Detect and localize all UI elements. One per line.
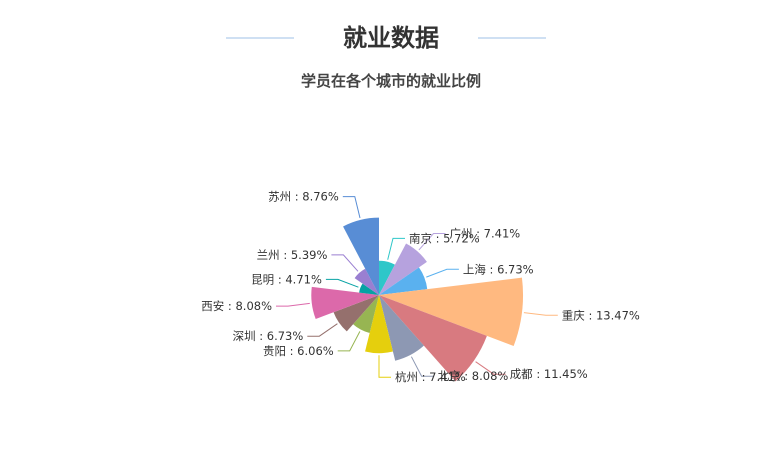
label-leader-line — [418, 233, 446, 251]
slice-label: 重庆 : 13.47% — [562, 308, 640, 322]
rose-slice[interactable] — [379, 295, 424, 361]
rose-slice[interactable] — [379, 277, 523, 347]
label-leader-line — [475, 361, 506, 375]
slice-label: 广州 : 7.41% — [450, 227, 521, 241]
rose-slice[interactable] — [365, 295, 393, 354]
rose-slice[interactable] — [343, 217, 379, 295]
label-leader-line — [426, 268, 459, 278]
slice-label: 兰州 : 5.39% — [257, 248, 328, 262]
label-leader-line — [307, 323, 338, 337]
rose-slice[interactable] — [354, 268, 379, 295]
label-leader-line — [378, 355, 391, 378]
header: 就业数据 — [0, 18, 782, 58]
chart-subtitle: 学员在各个城市的就业比例 — [300, 72, 481, 90]
rose-slice[interactable] — [333, 295, 379, 332]
label-leader-line — [387, 237, 405, 260]
slice-label: 深圳 : 6.73% — [233, 329, 304, 343]
rose-slice[interactable] — [353, 295, 379, 333]
rose-slice[interactable] — [379, 260, 395, 295]
slice-label: 昆明 : 4.71% — [251, 272, 322, 286]
slice-label: 南京 : 5.72% — [409, 231, 480, 245]
label-leader-line — [523, 312, 558, 316]
rose-slice[interactable] — [359, 283, 379, 295]
label-leader-line — [342, 196, 361, 219]
label-leader-line — [337, 331, 361, 352]
label-leader-line — [325, 278, 359, 288]
rose-slice[interactable] — [379, 243, 427, 295]
slice-label: 西安 : 8.08% — [201, 299, 272, 313]
page-title: 就业数据 — [343, 24, 439, 52]
slice-label: 上海 : 6.73% — [463, 262, 534, 276]
slice-label: 杭州 : 7.41% — [395, 370, 466, 384]
rose-slice[interactable] — [311, 286, 379, 320]
title-decor-line-right — [478, 37, 546, 39]
rose-slice[interactable] — [379, 295, 487, 382]
label-leader-line — [276, 302, 310, 307]
slice-label: 苏州 : 8.76% — [268, 190, 339, 204]
slice-label: 贵阳 : 6.06% — [263, 344, 334, 358]
rose-slice[interactable] — [379, 267, 428, 295]
title-decor-line-left — [226, 37, 294, 39]
label-leader-line — [331, 254, 359, 272]
label-leader-line — [410, 356, 434, 377]
slice-label: 北京 : 8.08% — [438, 369, 509, 383]
slice-label: 成都 : 11.45% — [510, 367, 588, 381]
